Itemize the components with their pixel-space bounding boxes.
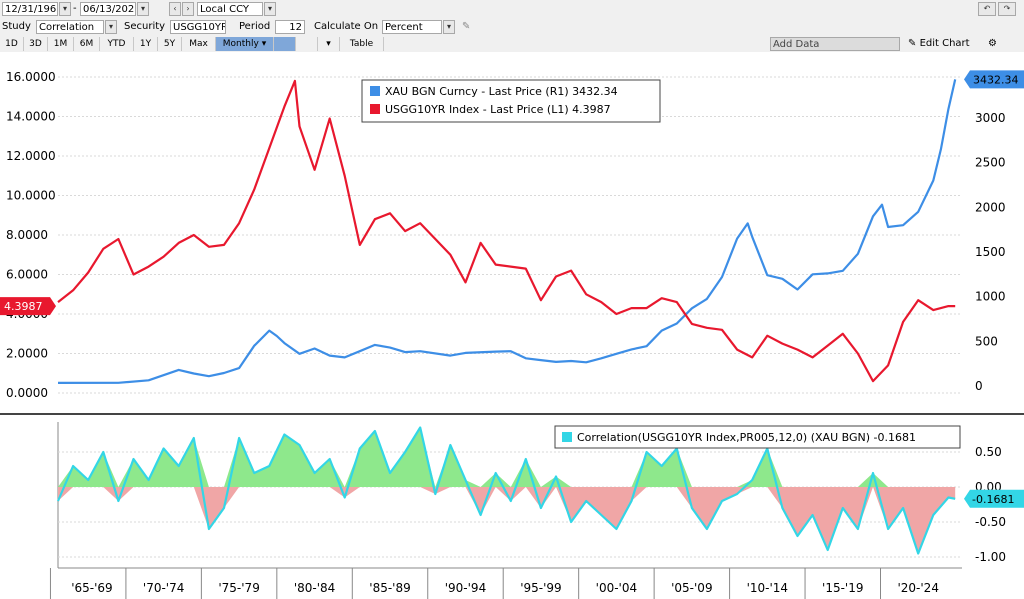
left-tick-label: 2.0000: [6, 347, 48, 361]
upper-legend-box: [361, 79, 661, 123]
left-tick-label: 10.0000: [6, 189, 56, 203]
table-button[interactable]: Table: [340, 37, 384, 51]
toolbar-row-dates: 12/31/1965 ▾ - 06/13/2025 ▾ Local CCY ▾ …: [0, 0, 1024, 19]
x-tick-label: '70-'74: [143, 581, 184, 595]
x-tick-label: '00-'04: [596, 581, 637, 595]
lower-legend-box: [554, 425, 961, 449]
toolbar-row-study: Study Correlation ▾ Security USGG10YR Pe…: [0, 18, 1024, 37]
left-tick-label: 14.0000: [6, 110, 56, 124]
calculate-on-label: Calculate On: [314, 21, 379, 32]
corr-last-value-tag: [964, 489, 1024, 508]
timeframe-1d[interactable]: 1D: [0, 37, 24, 51]
chart-type-button[interactable]: [274, 37, 296, 51]
lower-legend: Correlation(USGG10YR Index,PR005,12,0) (…: [554, 425, 961, 449]
chart-blank-button[interactable]: [296, 37, 318, 51]
start-date-dropdown-icon[interactable]: ▾: [59, 2, 71, 16]
right-tick-label: 3000: [975, 111, 1006, 125]
usgg10yr-last-value-tag: [0, 297, 56, 316]
study-select[interactable]: Correlation: [36, 20, 104, 34]
right-tick-label: 0: [975, 379, 983, 393]
timeframe-5y[interactable]: 5Y: [158, 37, 182, 51]
frequency-select[interactable]: Monthly ▾: [216, 37, 274, 51]
timeframe-1y[interactable]: 1Y: [134, 37, 158, 51]
lower-panel: 0.500.00-0.50-1.00-0.1681Correlation(USG…: [56, 422, 1024, 568]
currency-select[interactable]: Local CCY: [197, 2, 263, 16]
period-label: Period: [239, 21, 271, 32]
corr-tick-label: -1.00: [975, 550, 1006, 564]
left-tick-label: 6.0000: [6, 268, 48, 282]
xau-series-line: [57, 79, 957, 384]
left-tick-label: 0.0000: [6, 386, 48, 400]
xau-last-value-tag: [964, 70, 1024, 89]
x-tick-label: '05-'09: [671, 581, 712, 595]
usgg10yr-legend-swatch: [370, 104, 380, 114]
corr-legend-label: Correlation(USGG10YR Index,PR005,12,0) (…: [577, 431, 916, 444]
right-tick-label: 1500: [975, 245, 1006, 259]
upper-panel: 16.0000 14.0000 12.0000 10.0000 8.0000 6.0000…: [0, 70, 1024, 415]
x-tick-label: '20-'24: [897, 581, 938, 595]
end-date-field[interactable]: 06/13/2025: [80, 2, 136, 16]
x-tick-label: '95-'99: [520, 581, 561, 595]
corr-negative-area: [58, 487, 956, 554]
left-tick-label: 16.0000: [6, 70, 56, 84]
corr-legend-swatch: [562, 432, 572, 442]
calculate-on-dropdown-icon[interactable]: ▾: [443, 20, 455, 34]
corr-positive-area: [58, 427, 956, 487]
add-data-input[interactable]: Add Data: [770, 37, 900, 51]
x-tick-label: '15-'19: [822, 581, 863, 595]
date-separator: -: [73, 3, 77, 14]
usgg10yr-series-line: [57, 79, 956, 383]
prev-arrow-icon[interactable]: ‹: [169, 2, 181, 16]
timeframe-3d[interactable]: 3D: [24, 37, 48, 51]
right-tick-label: 1000: [975, 290, 1006, 304]
x-tick-label: '10-'14: [747, 581, 788, 595]
period-field[interactable]: 12: [275, 20, 305, 34]
timeframe-1m[interactable]: 1M: [48, 37, 74, 51]
toolbar-row-timeframe: 1D 3D 1M 6M YTD 1Y 5Y Max Monthly ▾ ▾ Ta…: [0, 36, 1024, 52]
corr-tick-label: -0.50: [975, 515, 1006, 529]
timeframe-6m[interactable]: 6M: [74, 37, 100, 51]
frequency-label: Monthly: [222, 39, 259, 49]
xau-legend-label: XAU BGN Curncy - Last Price (R1) 3432.34: [385, 85, 618, 98]
left-tick-label: 8.0000: [6, 228, 48, 242]
redo-icon[interactable]: ↷: [998, 2, 1016, 16]
currency-dropdown-icon[interactable]: ▾: [264, 2, 276, 16]
timeframe-ytd[interactable]: YTD: [100, 37, 134, 51]
security-label: Security: [124, 21, 166, 32]
study-label: Study: [2, 21, 31, 32]
corr-tick-label: 0.50: [975, 445, 1002, 459]
upper-legend: XAU BGN Curncy - Last Price (R1) 3432.34…: [361, 79, 661, 123]
timeframe-max[interactable]: Max: [182, 37, 216, 51]
edit-chart-button[interactable]: ✎ Edit Chart: [908, 38, 970, 49]
right-tick-label: 2500: [975, 156, 1006, 170]
x-tick-label: '85-'89: [369, 581, 410, 595]
x-tick-label: '75-'79: [218, 581, 259, 595]
x-tick-label: '80-'84: [294, 581, 335, 595]
usgg10yr-last-value-label: 4.3987: [4, 300, 43, 313]
right-tick-label: 2000: [975, 200, 1006, 214]
chart-dropdown-button[interactable]: ▾: [318, 37, 340, 51]
calculate-on-select[interactable]: Percent: [382, 20, 442, 34]
corr-series-line: [56, 426, 956, 555]
pencil-icon[interactable]: ✎: [462, 21, 471, 32]
edit-chart-label: Edit Chart: [919, 38, 970, 49]
end-date-dropdown-icon[interactable]: ▾: [137, 2, 149, 16]
x-axis: '65-'69 '70-'74 '75-'79 '80-'84 '85-'89 '90-'…: [49, 567, 962, 599]
x-tick-label: '65-'69: [71, 581, 112, 595]
chart-canvas: 16.0000 14.0000 12.0000 10.0000 8.0000 6.0000…: [0, 70, 1024, 599]
security-field[interactable]: USGG10YR: [170, 20, 226, 34]
xau-last-value-label: 3432.34: [973, 73, 1019, 86]
undo-icon[interactable]: ↶: [978, 2, 996, 16]
next-arrow-icon[interactable]: ›: [182, 2, 194, 16]
study-dropdown-icon[interactable]: ▾: [105, 20, 117, 34]
xau-legend-swatch: [370, 86, 380, 96]
corr-last-value-label: -0.1681: [972, 493, 1014, 506]
settings-icon[interactable]: ⚙: [988, 38, 997, 49]
x-tick-label: '90-'94: [445, 581, 486, 595]
start-date-field[interactable]: 12/31/1965: [2, 2, 58, 16]
usgg10yr-legend-label: USGG10YR Index - Last Price (L1) 4.3987: [385, 103, 611, 116]
right-tick-label: 500: [975, 334, 998, 348]
left-tick-label: 12.0000: [6, 149, 56, 163]
